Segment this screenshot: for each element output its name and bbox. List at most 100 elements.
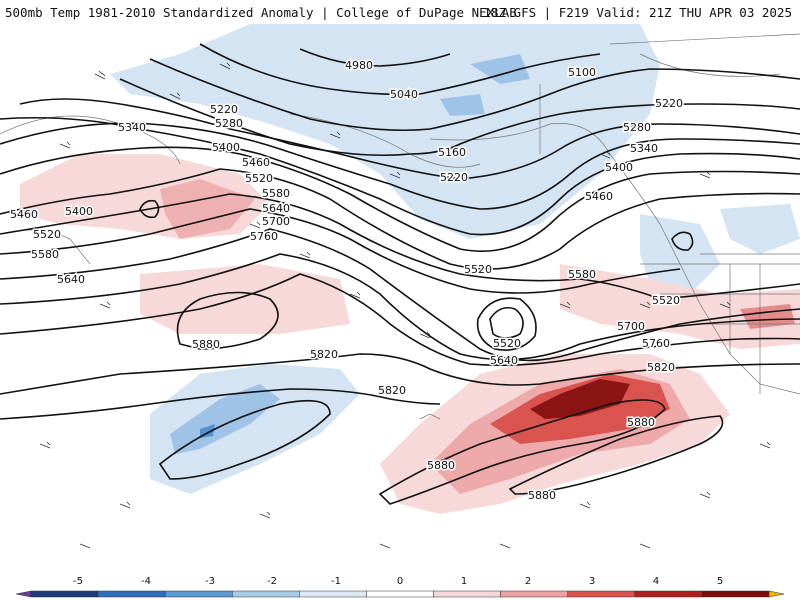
anomaly-colorbar: -5 -4 -3 -2 -1 0 1 2 3 4 5: [15, 576, 785, 598]
colorbar-segment: [567, 590, 636, 598]
contour-5880-south-1: [378, 399, 666, 505]
colorbar-tick-label: 1: [461, 576, 467, 587]
map-title: 500mb Temp 1981-2010 Standardized Anomal…: [5, 5, 517, 20]
contour-label: 5040: [390, 88, 418, 101]
contour-label: 5520: [33, 228, 61, 241]
colorbar-segment: [433, 590, 501, 598]
contour-label: 5820: [310, 348, 338, 361]
contour-label: 5100: [568, 66, 596, 79]
wind-barbs: [39, 62, 771, 549]
cold-anomaly-east-2: [720, 204, 800, 254]
height-contours: [0, 43, 800, 505]
contour-5700: [0, 253, 800, 361]
cold-anomaly-east: [640, 214, 720, 294]
contour-label: 5220: [655, 97, 683, 110]
warm-anomaly-east-strip: [560, 264, 800, 349]
colorbar-segment: [299, 590, 367, 598]
contour-5280: [0, 122, 800, 210]
contour-labels: 4980 5040 5100 5160 5220 5220 5220 5280 …: [9, 58, 685, 504]
contour-5880-south-2: [508, 415, 724, 495]
colorbar-segment: [232, 590, 300, 598]
contour-label: 5880: [192, 338, 220, 351]
contour-5880-southwest: [158, 399, 331, 480]
contour-label: 5880: [528, 489, 556, 502]
contour-label: 5400: [605, 161, 633, 174]
cold-anomaly-north-core: [470, 54, 530, 84]
contour-label: 5880: [427, 459, 455, 472]
contour-label: 5280: [215, 117, 243, 130]
colorbar-end-high: [768, 590, 785, 598]
colorbar-segment: [634, 590, 703, 598]
contour-5400: [0, 146, 800, 252]
contour-low-east: [671, 231, 694, 251]
colorbar-segment: [97, 590, 166, 598]
contour-label: 5580: [31, 248, 59, 261]
contour-label: 5400: [212, 141, 240, 154]
colorbar-segment: [701, 590, 770, 598]
contour-label: 5340: [630, 142, 658, 155]
colorbar-segment: [164, 590, 233, 598]
colorbar-end-low: [15, 590, 32, 598]
colorbar-ticks: -5 -4 -3 -2 -1 0 1 2 3 4 5: [73, 576, 723, 587]
contour-label: 5700: [262, 215, 290, 228]
contour-5520: [0, 193, 800, 300]
contour-5820-south: [0, 388, 441, 420]
contour-label: 5400: [65, 205, 93, 218]
colorbar-tick-label: 5: [717, 576, 723, 587]
contour-5100: [149, 58, 800, 132]
contour-label: 5760: [642, 337, 670, 350]
contour-label: 5340: [118, 121, 146, 134]
contour-5820: [0, 353, 800, 395]
contour-label: 5280: [623, 121, 651, 134]
colorbar-tick-label: -1: [331, 576, 341, 587]
contour-label: 5520: [245, 172, 273, 185]
colorbar-tick-label: -5: [73, 576, 83, 587]
contour-5220: [19, 98, 800, 180]
colorbar-segment: [500, 590, 568, 598]
contour-label: 5220: [440, 171, 468, 184]
contour-label: 5520: [464, 263, 492, 276]
contour-label: 5880: [627, 416, 655, 429]
colorbar-tick-label: 0: [397, 576, 403, 587]
colorbar-segment: [366, 590, 434, 598]
contour-4980: [299, 48, 451, 67]
contour-label: 5640: [57, 273, 85, 286]
contour-label: 5160: [438, 146, 466, 159]
coastlines: [0, 33, 800, 420]
contour-label: 5220: [210, 103, 238, 116]
contour-label: 5820: [647, 361, 675, 374]
contour-label: 5580: [262, 187, 290, 200]
colorbar-tick-label: -4: [141, 576, 151, 587]
contour-5880-high: [176, 291, 279, 350]
colorbar-segments: [15, 590, 785, 598]
contour-5760: [0, 273, 800, 367]
contour-label: 5580: [568, 268, 596, 281]
contour-label: 5640: [490, 354, 518, 367]
contour-label: 5460: [10, 208, 38, 221]
colorbar-segment: [30, 590, 99, 598]
header: 500mb Temp 1981-2010 Standardized Anomal…: [0, 0, 800, 24]
cold-anomaly-north-core-2: [440, 94, 485, 116]
cold-anomaly-southwest-core: [170, 384, 280, 454]
contour-label: 5460: [585, 190, 613, 203]
colorbar-tick-label: 2: [525, 576, 531, 587]
contour-5040: [199, 43, 601, 96]
colorbar-tick-label: 4: [653, 576, 659, 587]
colorbar-tick-label: 3: [589, 576, 595, 587]
weather-map: 4980 5040 5100 5160 5220 5220 5220 5280 …: [0, 24, 800, 574]
colorbar-tick-label: -2: [267, 576, 277, 587]
contour-low-west: [139, 199, 160, 219]
contour-label: 5640: [262, 202, 290, 215]
contour-label: 4980: [345, 59, 373, 72]
model-valid-time: 18Z GFS | F219 Valid: 21Z THU APR 03 202…: [483, 5, 792, 20]
contour-5580: [0, 208, 681, 294]
contour-5460: [0, 168, 800, 270]
contour-label: 5460: [242, 156, 270, 169]
contour-label: 5520: [652, 294, 680, 307]
contour-label: 5520: [493, 337, 521, 350]
contour-5340: [0, 116, 800, 236]
warm-anomaly-south-max: [530, 379, 630, 419]
contour-low-center: [489, 306, 524, 339]
contour-label: 5700: [617, 320, 645, 333]
contour-label: 5820: [378, 384, 406, 397]
